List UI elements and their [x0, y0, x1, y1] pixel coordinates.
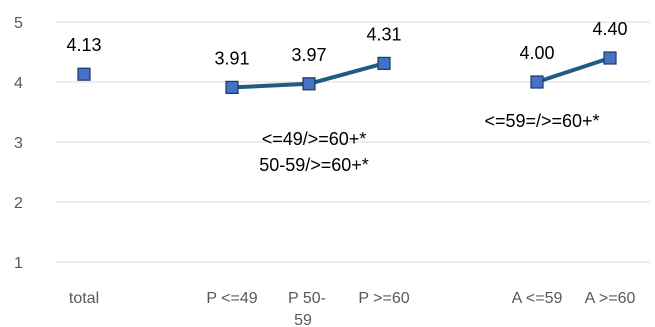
- data-point: [302, 77, 316, 91]
- data-label: 4.00: [519, 43, 554, 63]
- data-markers: [77, 51, 617, 95]
- y-tick-label: 1: [14, 255, 23, 272]
- data-point: [77, 67, 91, 81]
- x-tick-label: A >=60: [585, 290, 636, 307]
- data-label: 4.40: [592, 19, 627, 39]
- annotation-text: <=49/>=60+*: [262, 129, 367, 149]
- annotations: <=49/>=60+* 50-59/>=60+* <=59=/>=60+*: [259, 111, 599, 175]
- data-label: 4.13: [66, 35, 101, 55]
- y-tick-label: 2: [14, 195, 23, 212]
- x-axis-tick-labels: total P <=49 P 50-59 P >=60 A <=59 A >=60: [69, 290, 636, 327]
- x-tick-label: P 50-59: [288, 290, 326, 327]
- data-point: [377, 56, 391, 71]
- annotation-text: 50-59/>=60+*: [259, 155, 369, 175]
- x-tick-label: P <=49: [206, 290, 257, 307]
- y-tick-label: 3: [14, 135, 23, 152]
- data-label: 3.91: [214, 48, 249, 68]
- data-point: [225, 80, 239, 95]
- x-tick-label: total: [69, 290, 99, 307]
- annotation-text: <=59=/>=60+*: [484, 111, 599, 131]
- data-labels: 4.13 3.91 3.97 4.31 4.00 4.40: [66, 19, 627, 68]
- data-point: [530, 75, 544, 89]
- data-label: 4.31: [366, 24, 401, 44]
- x-tick-label: A <=59: [512, 290, 563, 307]
- data-point: [603, 51, 617, 65]
- gridlines: [55, 21, 650, 263]
- y-tick-label: 4: [14, 75, 23, 92]
- data-label: 3.97: [291, 45, 326, 65]
- x-tick-label: P >=60: [358, 290, 409, 307]
- y-axis-tick-labels: 1 2 3 4 5: [14, 15, 23, 272]
- y-tick-label: 5: [14, 15, 23, 32]
- series-line: [536, 56, 611, 84]
